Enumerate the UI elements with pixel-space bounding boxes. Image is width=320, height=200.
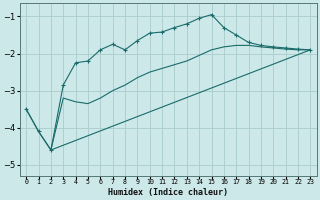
X-axis label: Humidex (Indice chaleur): Humidex (Indice chaleur): [108, 188, 228, 197]
